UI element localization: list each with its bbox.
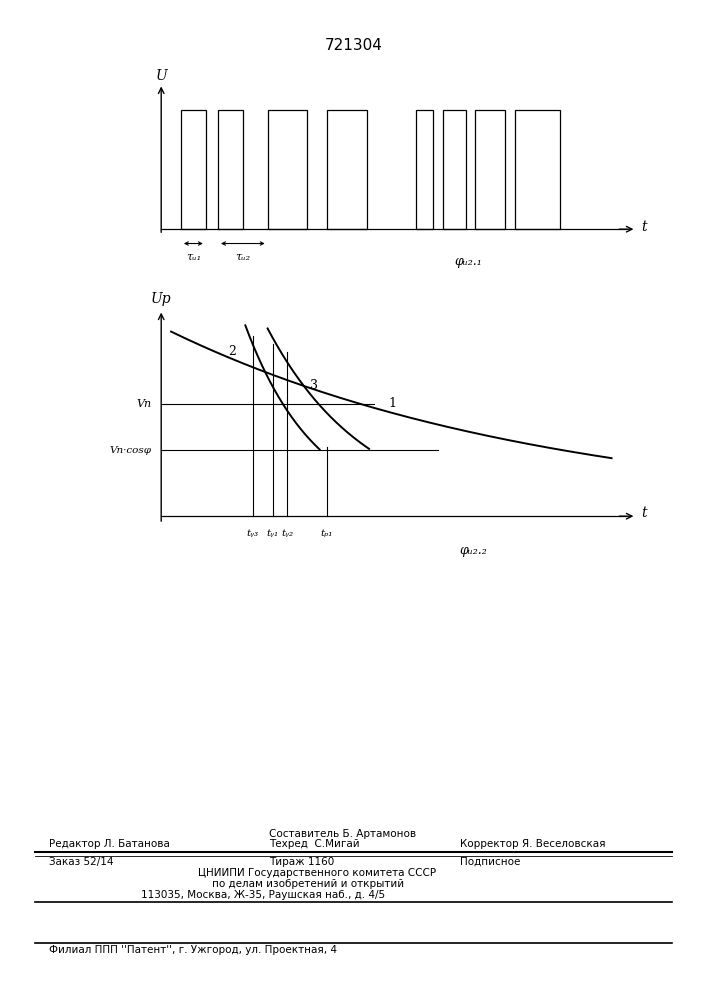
Text: Филиал ППП ''Патент'', г. Ужгород, ул. Проектная, 4: Филиал ППП ''Патент'', г. Ужгород, ул. П… [49,945,337,955]
Text: φᵤ₂.₂: φᵤ₂.₂ [459,544,487,557]
Bar [443,110,466,229]
Text: 113035, Москва, Ж-35, Раушская наб., д. 4/5: 113035, Москва, Ж-35, Раушская наб., д. … [141,890,385,900]
Bar [268,110,308,229]
Text: tᵧ₃: tᵧ₃ [247,529,259,538]
Text: Тираж 1160: Тираж 1160 [269,857,334,867]
Text: t: t [641,220,647,234]
Text: tᵧ₂: tᵧ₂ [281,529,293,538]
Text: по делам изобретений и открытий: по делам изобретений и открытий [212,879,404,889]
Bar [218,110,243,229]
Text: Vn: Vn [136,399,151,409]
Text: Заказ 52/14: Заказ 52/14 [49,857,114,867]
Text: Редактор Л. Батанова: Редактор Л. Батанова [49,839,170,849]
Text: U: U [156,69,167,83]
Text: Составитель Б. Артамонов: Составитель Б. Артамонов [269,829,416,839]
Text: τᵤ₁: τᵤ₁ [186,252,201,262]
Bar [515,110,559,229]
Text: tₚ₁: tₚ₁ [321,529,333,538]
Text: τᵤ₂: τᵤ₂ [235,252,250,262]
Text: Up: Up [151,292,172,306]
Bar [327,110,366,229]
Text: t: t [641,506,647,520]
Text: Техред  С.Мигай: Техред С.Мигай [269,839,359,849]
Text: 3: 3 [310,379,317,392]
Text: tᵧ₁: tᵧ₁ [267,529,279,538]
Text: Корректор Я. Веселовская: Корректор Я. Веселовская [460,839,605,849]
Bar [416,110,433,229]
Text: 721304: 721304 [325,38,382,53]
Text: 1: 1 [389,397,397,410]
Text: Vn·cosφ: Vn·cosφ [110,446,151,455]
Text: ЦНИИПИ Государственного комитета СССР: ЦНИИПИ Государственного комитета СССР [198,868,436,878]
Text: Подписное: Подписное [460,857,520,867]
Bar [181,110,206,229]
Bar [475,110,505,229]
Text: φᵤ₂.₁: φᵤ₂.₁ [454,255,482,268]
Text: 2: 2 [228,345,236,358]
